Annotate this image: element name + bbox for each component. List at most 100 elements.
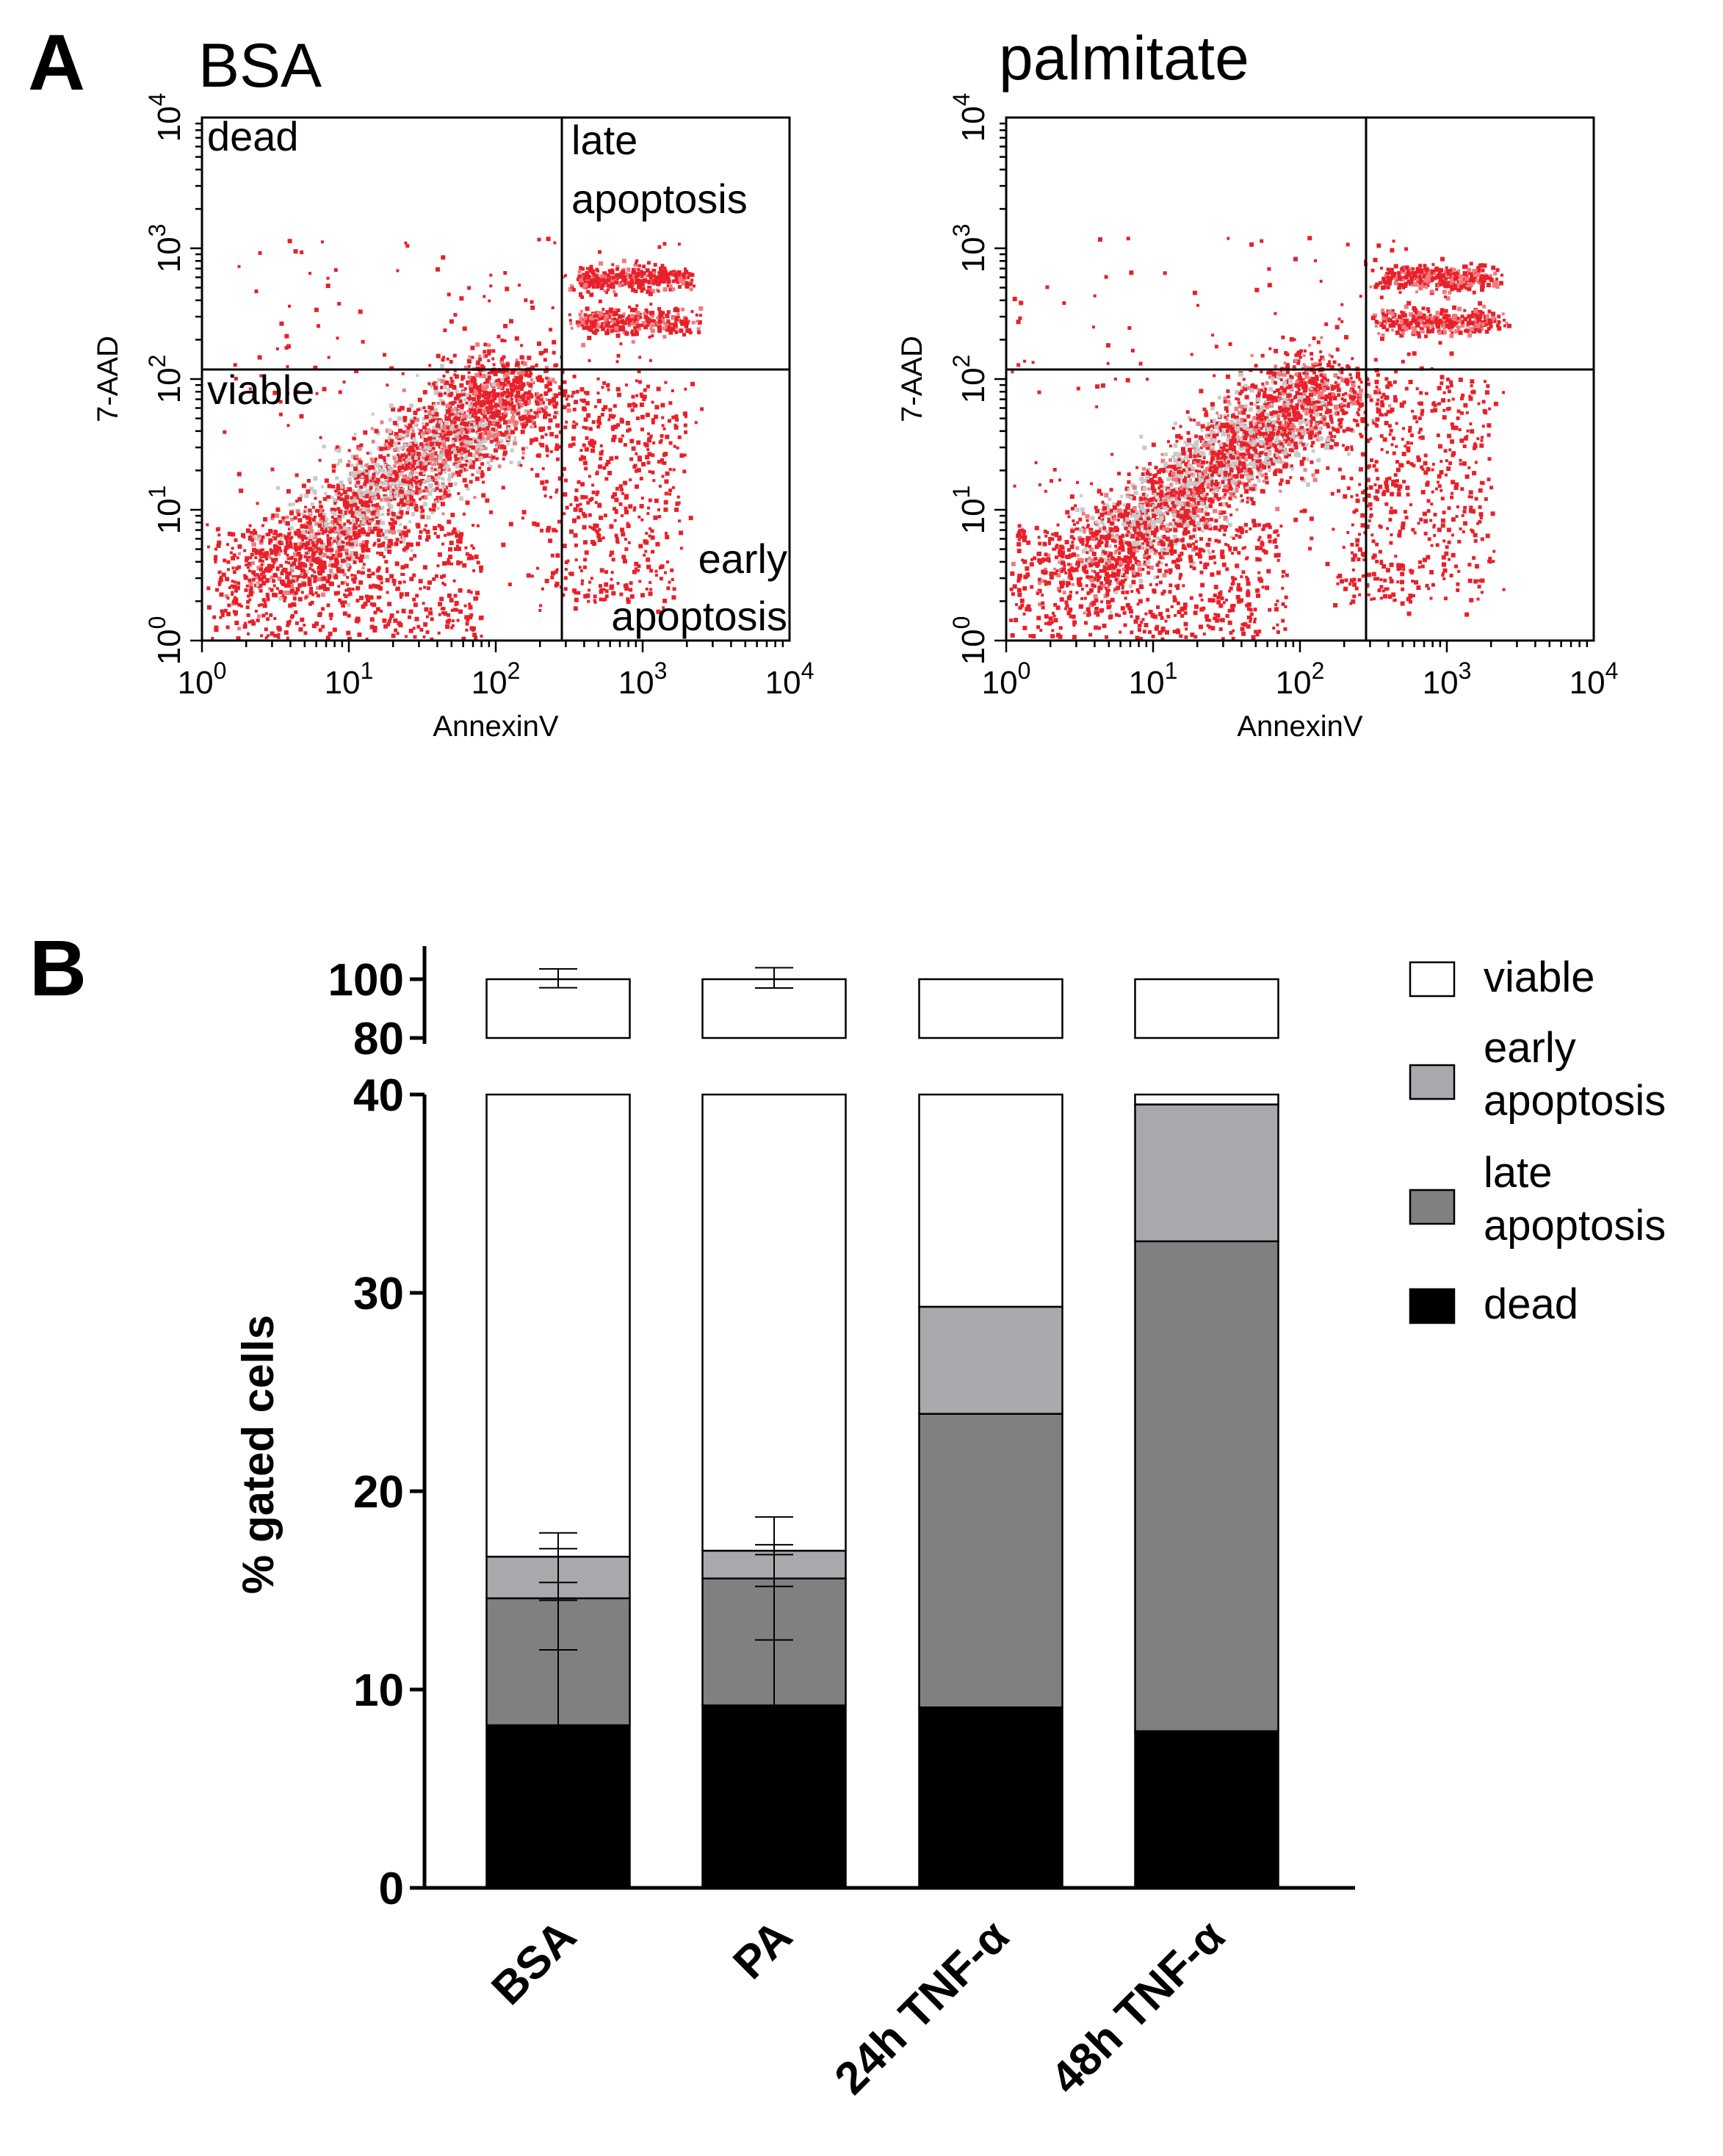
scatter-dot xyxy=(300,524,304,529)
scatter-dot xyxy=(595,323,600,328)
scatter-dot xyxy=(597,503,602,508)
scatter-dot xyxy=(329,528,334,533)
scatter-dot xyxy=(1218,510,1221,513)
scatter-dot xyxy=(315,392,319,395)
scatter-dot xyxy=(615,273,620,278)
scatter-dot xyxy=(578,321,583,326)
scatter-dot xyxy=(604,462,609,466)
scatter-dot xyxy=(305,508,308,511)
scatter-dot xyxy=(487,343,491,347)
scatter-dot xyxy=(631,281,635,284)
scatter-dot xyxy=(392,497,397,501)
scatter-dot xyxy=(408,463,411,466)
scatter-dot xyxy=(295,500,298,503)
scatter-dot xyxy=(260,563,264,567)
scatter-dot xyxy=(459,447,464,452)
scatter-dot xyxy=(613,414,616,418)
scatter-dot xyxy=(260,577,264,581)
scatter-dot xyxy=(495,457,499,461)
scatter-dot xyxy=(467,428,472,433)
scatter-dot xyxy=(491,427,496,432)
scatter-dot xyxy=(592,541,596,547)
scatter-dot xyxy=(375,569,380,573)
scatter-dot xyxy=(488,405,493,410)
scatter-dot xyxy=(348,554,353,559)
scatter-dot xyxy=(582,443,586,447)
scatter-dot xyxy=(618,274,623,279)
scatter-dot xyxy=(428,419,433,424)
scatter-dot xyxy=(339,525,343,529)
scatter-dot xyxy=(671,287,676,292)
scatter-dot xyxy=(220,609,224,613)
scatter-dot xyxy=(380,542,385,547)
scatter-dot xyxy=(297,583,303,588)
scatter-dot xyxy=(555,553,560,558)
scatter-dot xyxy=(292,502,295,506)
scatter-dot xyxy=(474,412,478,416)
scatter-dot xyxy=(483,390,487,394)
scatter-dot xyxy=(544,383,549,389)
scatter-dot xyxy=(366,548,371,552)
scatter-dot xyxy=(375,483,378,487)
scatter-dot xyxy=(345,562,350,567)
scatter-dot xyxy=(471,414,474,418)
scatter-dot xyxy=(530,441,533,445)
scatter-dot xyxy=(430,511,435,515)
scatter-dot xyxy=(359,485,364,489)
scatter-dot xyxy=(472,389,477,394)
scatter-dot xyxy=(426,535,431,540)
scatter-dot xyxy=(642,397,646,401)
scatter-dot xyxy=(1207,465,1210,469)
scatter-dot xyxy=(398,580,402,585)
scatter-dot xyxy=(473,376,477,380)
scatter-dot xyxy=(478,357,483,361)
scatter-dot xyxy=(596,490,600,494)
scatter-dot xyxy=(411,452,413,455)
scatter-dot xyxy=(478,392,482,395)
scatter-dot xyxy=(369,624,375,630)
scatter-dot xyxy=(353,466,358,472)
scatter-dot xyxy=(288,502,292,507)
scatter-dot xyxy=(410,470,414,475)
scatter-dot xyxy=(579,284,583,287)
scatter-dot xyxy=(449,444,452,447)
scatter-dot xyxy=(300,572,305,576)
scatter-dot xyxy=(364,555,369,560)
scatter-dot xyxy=(521,384,524,389)
scatter-dot xyxy=(607,288,610,292)
scatter-dot xyxy=(324,478,329,483)
scatter-dot xyxy=(358,494,363,499)
scatter-dot xyxy=(423,622,428,627)
scatter-dot xyxy=(441,611,444,615)
scatter-dot xyxy=(329,547,334,552)
scatter-dot xyxy=(348,510,353,514)
scatter-dot xyxy=(220,613,225,618)
scatter-dot xyxy=(428,364,432,367)
scatter-dot xyxy=(662,461,667,465)
scatter-dot xyxy=(427,491,433,496)
scatter-dot xyxy=(337,585,341,588)
scatter-dot xyxy=(369,497,373,502)
scatter-dot xyxy=(624,547,629,552)
scatter-dot xyxy=(491,394,496,398)
scatter-dot xyxy=(380,520,386,525)
scatter-dot xyxy=(458,430,463,436)
scatter-dot xyxy=(507,392,512,397)
scatter-dot xyxy=(469,410,472,414)
scatter-dot xyxy=(474,450,480,455)
scatter-dot xyxy=(329,536,333,540)
scatter-dot xyxy=(505,394,509,399)
scatter-dot xyxy=(596,533,602,538)
scatter-dot xyxy=(325,284,330,289)
scatter-dot xyxy=(382,481,387,486)
scatter-dot xyxy=(322,565,327,570)
scatter-dot xyxy=(385,577,390,583)
scatter-dot xyxy=(377,538,381,542)
scatter-dot xyxy=(441,401,445,405)
scatter-dot xyxy=(1121,567,1126,572)
scatter-dot xyxy=(584,316,588,320)
scatter-dot xyxy=(308,516,312,520)
scatter-dot xyxy=(351,511,355,514)
scatter-dot xyxy=(418,535,422,539)
scatter-dot xyxy=(469,555,474,560)
